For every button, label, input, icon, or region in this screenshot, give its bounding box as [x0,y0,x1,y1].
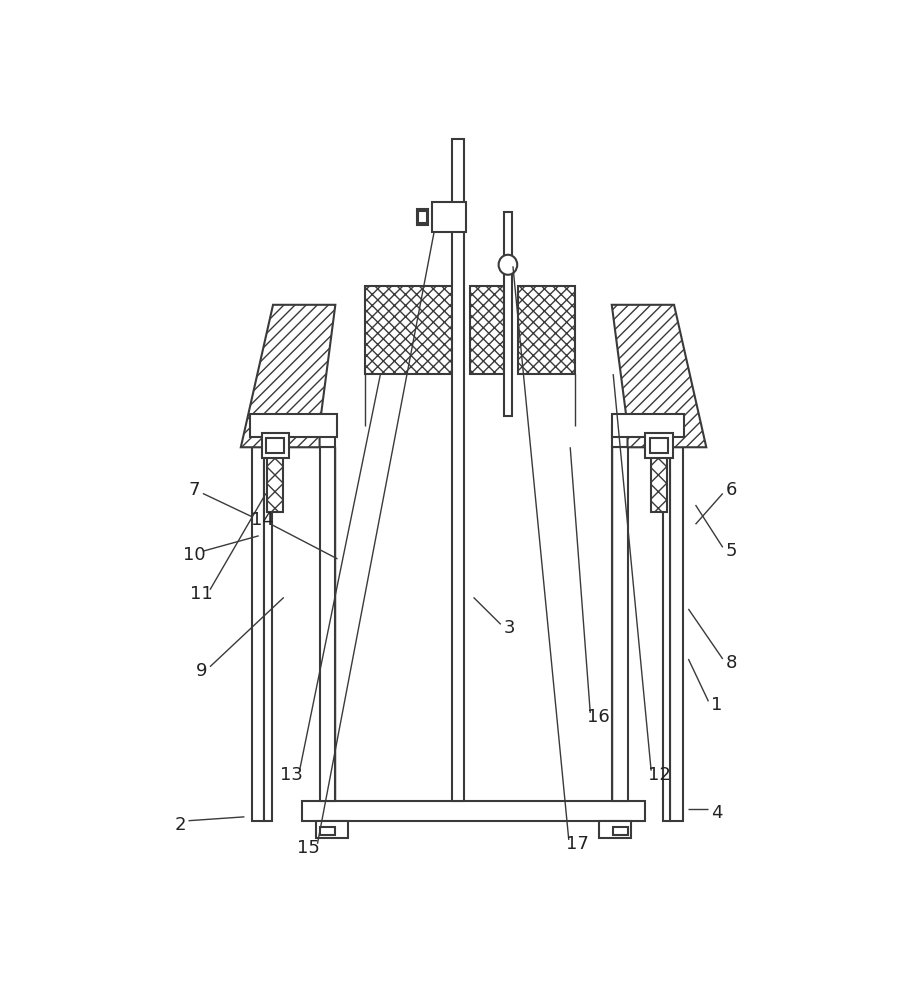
Text: 15: 15 [298,839,321,857]
Text: 2: 2 [175,816,186,834]
Bar [250,414,336,437]
Text: 6: 6 [725,481,737,499]
Polygon shape [612,305,706,447]
Bar [670,426,683,821]
Circle shape [499,255,517,275]
Bar [365,286,455,374]
Bar [320,447,335,801]
Bar [504,212,512,416]
Text: 1: 1 [711,696,723,714]
Text: 7: 7 [188,481,200,499]
Bar [316,821,348,838]
Bar [419,211,427,223]
Bar [261,433,289,458]
Bar [599,821,631,838]
Bar [251,426,264,821]
Bar [432,202,467,232]
Text: 8: 8 [725,654,737,672]
Text: 17: 17 [565,835,589,853]
Text: 5: 5 [725,542,737,560]
Bar [301,801,645,821]
Bar [321,827,334,835]
Bar [264,426,272,821]
Text: 10: 10 [183,546,205,564]
Bar [417,209,429,225]
Bar [663,426,670,821]
Text: 14: 14 [250,511,274,529]
Text: 9: 9 [196,662,207,680]
Bar [266,438,285,453]
Text: 11: 11 [190,585,213,603]
Bar [251,426,335,447]
Text: 16: 16 [588,708,610,726]
Bar [452,139,464,801]
Bar [612,414,684,437]
Text: 13: 13 [279,766,302,784]
Polygon shape [241,305,335,447]
Bar [650,438,668,453]
Bar [645,433,673,458]
Text: 4: 4 [711,804,723,822]
Bar [651,454,667,512]
Bar [518,286,576,374]
Bar [470,286,505,374]
Bar [614,827,628,835]
Bar [612,447,627,801]
Text: 3: 3 [504,619,515,637]
Text: 12: 12 [649,766,671,784]
Bar [267,454,283,512]
Bar [612,426,683,447]
